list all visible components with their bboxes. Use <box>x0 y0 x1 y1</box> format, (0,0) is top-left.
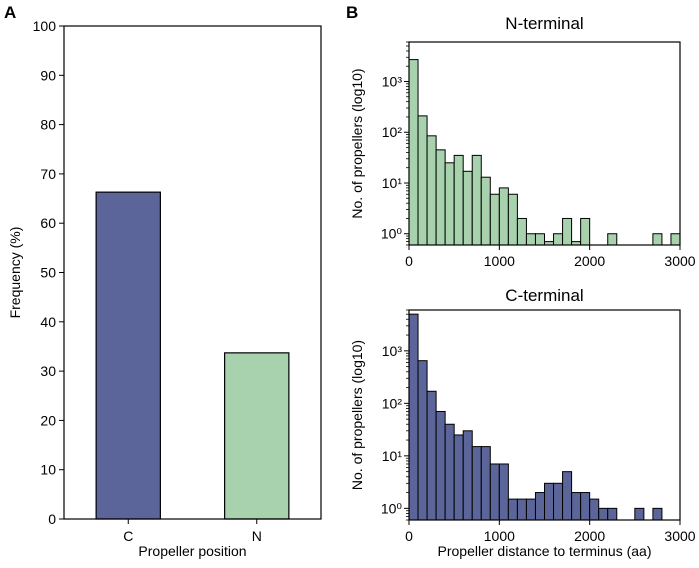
y-tick-label: 40 <box>40 314 56 330</box>
panel-label-a: A <box>4 3 16 22</box>
histogram-bar <box>553 233 564 246</box>
histogram-bar <box>544 482 555 521</box>
histogram-bar <box>408 313 419 521</box>
histogram-bar <box>516 498 527 521</box>
y-axis-label: Frequency (%) <box>7 227 23 319</box>
y-tick-label: 10³ <box>382 343 403 359</box>
y-tick-label: 50 <box>40 265 56 281</box>
histogram-bar <box>562 471 573 521</box>
y-axis-label: No. of propellers (log10) <box>349 340 365 490</box>
histogram-bar <box>453 154 464 246</box>
x-tick-label: 1000 <box>484 528 515 544</box>
bar-chart-propeller-position: C N 0 10 20 30 40 50 60 70 80 90 100 Propeller positi… <box>7 18 322 559</box>
histogram-bar <box>489 463 500 521</box>
histogram-bar <box>598 507 609 521</box>
y-tick-label: 10¹ <box>382 448 403 464</box>
y-tick-label: 100 <box>33 18 57 34</box>
histogram-bar <box>453 434 464 521</box>
y-tick-label: 90 <box>40 67 56 83</box>
histogram-n-terminal: 0 1000 2000 3000 10⁰ 10¹ 10² 10³ N-terminal No. o… <box>349 14 696 269</box>
histogram-bar <box>498 187 509 246</box>
histogram-bar <box>571 492 582 521</box>
histogram-bar <box>580 492 591 521</box>
x-tick-label: 2000 <box>574 528 605 544</box>
histogram-bar <box>435 149 446 246</box>
histogram-bar <box>489 193 500 246</box>
histogram-bar <box>534 492 546 521</box>
y-tick-label: 10⁰ <box>381 226 403 242</box>
histogram-bar <box>607 233 618 246</box>
histogram-bar <box>498 463 509 521</box>
x-tick-label: N <box>252 528 262 544</box>
histogram-bar <box>634 507 645 521</box>
histogram-bar <box>553 482 564 521</box>
histogram-bar <box>507 498 518 521</box>
histogram-bar <box>417 115 428 246</box>
x-tick-label: C <box>123 528 133 544</box>
histogram-bar <box>580 217 591 246</box>
histogram-bar <box>444 423 455 521</box>
x-tick-label: 0 <box>405 253 413 269</box>
histogram-bar <box>444 162 455 246</box>
y-tick-label: 30 <box>40 363 56 379</box>
y-tick-label: 10³ <box>382 73 403 89</box>
histogram-bar <box>480 446 491 521</box>
x-tick-label: 1000 <box>484 253 515 269</box>
chart-title: N-terminal <box>505 14 583 33</box>
histogram-bar <box>426 135 437 246</box>
histogram-bar <box>471 446 482 521</box>
histogram-bar <box>670 233 681 246</box>
x-axis-label: Propeller distance to terminus (aa) <box>438 543 652 559</box>
histogram-bar <box>462 430 473 521</box>
bar-n <box>224 352 290 520</box>
histogram-bar <box>525 498 536 521</box>
histogram-bar <box>516 217 527 246</box>
histogram-bar <box>607 507 618 521</box>
y-tick-label: 10⁰ <box>381 500 403 516</box>
histogram-bar <box>426 390 437 521</box>
panel-label-b: B <box>346 3 358 22</box>
histogram-bar <box>589 498 600 521</box>
x-tick-label: 2000 <box>574 253 605 269</box>
histogram-bar <box>507 193 518 246</box>
y-tick-label: 10² <box>382 395 403 411</box>
histogram-bar <box>534 233 546 246</box>
y-tick-label: 80 <box>40 117 56 133</box>
x-tick-label: 3000 <box>664 253 695 269</box>
x-tick-label: 0 <box>405 528 413 544</box>
histogram-bar <box>408 59 419 246</box>
histogram-bar <box>652 233 663 246</box>
y-tick-label: 60 <box>40 215 56 231</box>
x-axis-label: Propeller position <box>138 543 246 559</box>
bar-c <box>95 191 161 520</box>
plot-frame <box>408 41 681 246</box>
histogram-bar <box>471 154 482 246</box>
x-tick-label: 3000 <box>664 528 695 544</box>
y-tick-label: 70 <box>40 166 56 182</box>
plot-frame <box>63 25 322 520</box>
y-tick-label: 10² <box>382 124 403 140</box>
histogram-bar <box>462 170 473 246</box>
histogram-bar <box>480 176 491 246</box>
y-tick-label: 20 <box>40 412 56 428</box>
y-axis-label: No. of propellers (log10) <box>349 68 365 218</box>
plot-frame <box>408 309 681 521</box>
y-tick-label: 0 <box>48 511 56 527</box>
histogram-bar <box>562 217 573 246</box>
histogram-bar <box>652 507 663 521</box>
histogram-c-terminal: 0 1000 2000 3000 10⁰ 10¹ 10² 10³ C-terminal No. o… <box>349 286 696 559</box>
histogram-bar <box>435 410 446 521</box>
histogram-bar <box>525 233 536 246</box>
y-tick-label: 10 <box>40 462 56 478</box>
y-tick-label: 10¹ <box>382 175 403 191</box>
histogram-bar <box>417 360 428 521</box>
chart-title: C-terminal <box>505 286 583 305</box>
